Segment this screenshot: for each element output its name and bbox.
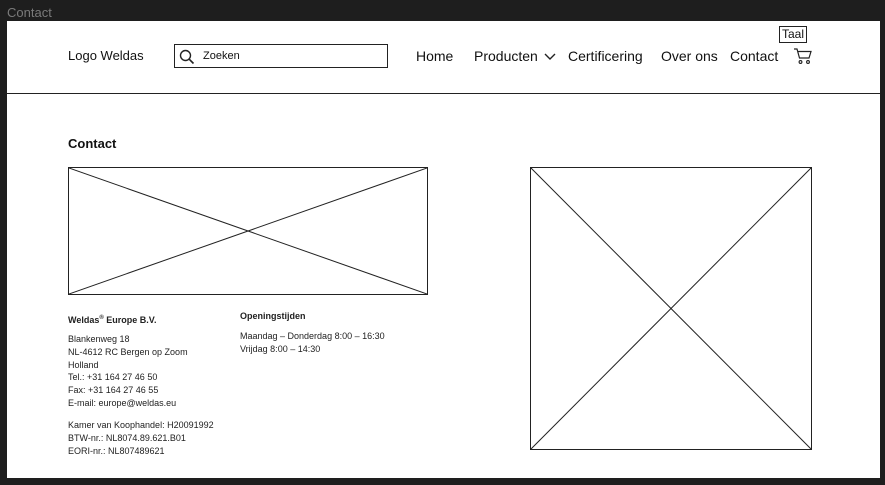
image-placeholder-icon <box>531 168 811 449</box>
page-title: Contact <box>68 136 117 151</box>
nav-certificering[interactable]: Certificering <box>568 48 643 64</box>
nav-over-ons[interactable]: Over ons <box>661 48 718 64</box>
language-button[interactable]: Taal <box>779 26 808 43</box>
site-header: Logo Weldas Zoeken Home Producten Certif… <box>7 21 880 94</box>
frame-title: Contact <box>7 5 52 20</box>
company-name-suffix: Europe B.V. <box>103 315 157 325</box>
search-input[interactable]: Zoeken <box>174 44 388 68</box>
registration-kvk: Kamer van Koophandel: H20091992 <box>68 420 214 430</box>
address-fax: Fax: +31 164 27 46 55 <box>68 385 159 396</box>
image-placeholder-banner <box>68 167 428 295</box>
wireframe-page: Logo Weldas Zoeken Home Producten Certif… <box>7 21 880 478</box>
address-email: E-mail: europe@weldas.eu <box>68 397 177 408</box>
address-phone: Tel.: +31 164 27 46 50 <box>68 372 158 383</box>
nav-home[interactable]: Home <box>416 48 454 64</box>
chevron-down-icon <box>544 53 556 61</box>
company-address: Blankenweg 18 NL-4612 RC Bergen op Zoom … <box>68 333 188 410</box>
image-placeholder-map <box>530 167 812 450</box>
company-name: Weldas® Europe B.V. <box>68 312 156 327</box>
opening-hours-title: Openingstijden <box>240 311 306 321</box>
opening-hours-weekdays: Maandag – Donderdag 8:00 – 16:30 <box>240 331 385 341</box>
search-icon <box>179 49 195 65</box>
nav-producten[interactable]: Producten <box>474 48 556 64</box>
address-country: Holland <box>68 359 99 370</box>
logo[interactable]: Logo Weldas <box>68 48 144 63</box>
nav-contact[interactable]: Contact <box>730 48 779 64</box>
opening-hours-friday: Vrijdag 8:00 – 14:30 <box>240 343 321 354</box>
registered-mark: ® <box>99 315 104 321</box>
cart-icon[interactable] <box>793 47 813 65</box>
opening-hours: Maandag – Donderdag 8:00 – 16:30 Vrijdag… <box>240 330 385 356</box>
nav-producten-label: Producten <box>474 48 538 64</box>
registration-btw: BTW-nr.: NL8074.89.621.B01 <box>68 432 186 443</box>
search-placeholder: Zoeken <box>203 50 240 62</box>
registration-eori: EORI-nr.: NL807489621 <box>68 445 165 456</box>
image-placeholder-icon <box>69 168 427 294</box>
company-registration: Kamer van Koophandel: H20091992 BTW-nr.:… <box>68 419 214 457</box>
address-postcode-city: NL-4612 RC Bergen op Zoom <box>68 346 188 357</box>
company-name-brand: Weldas <box>68 315 100 325</box>
address-street: Blankenweg 18 <box>68 334 130 344</box>
